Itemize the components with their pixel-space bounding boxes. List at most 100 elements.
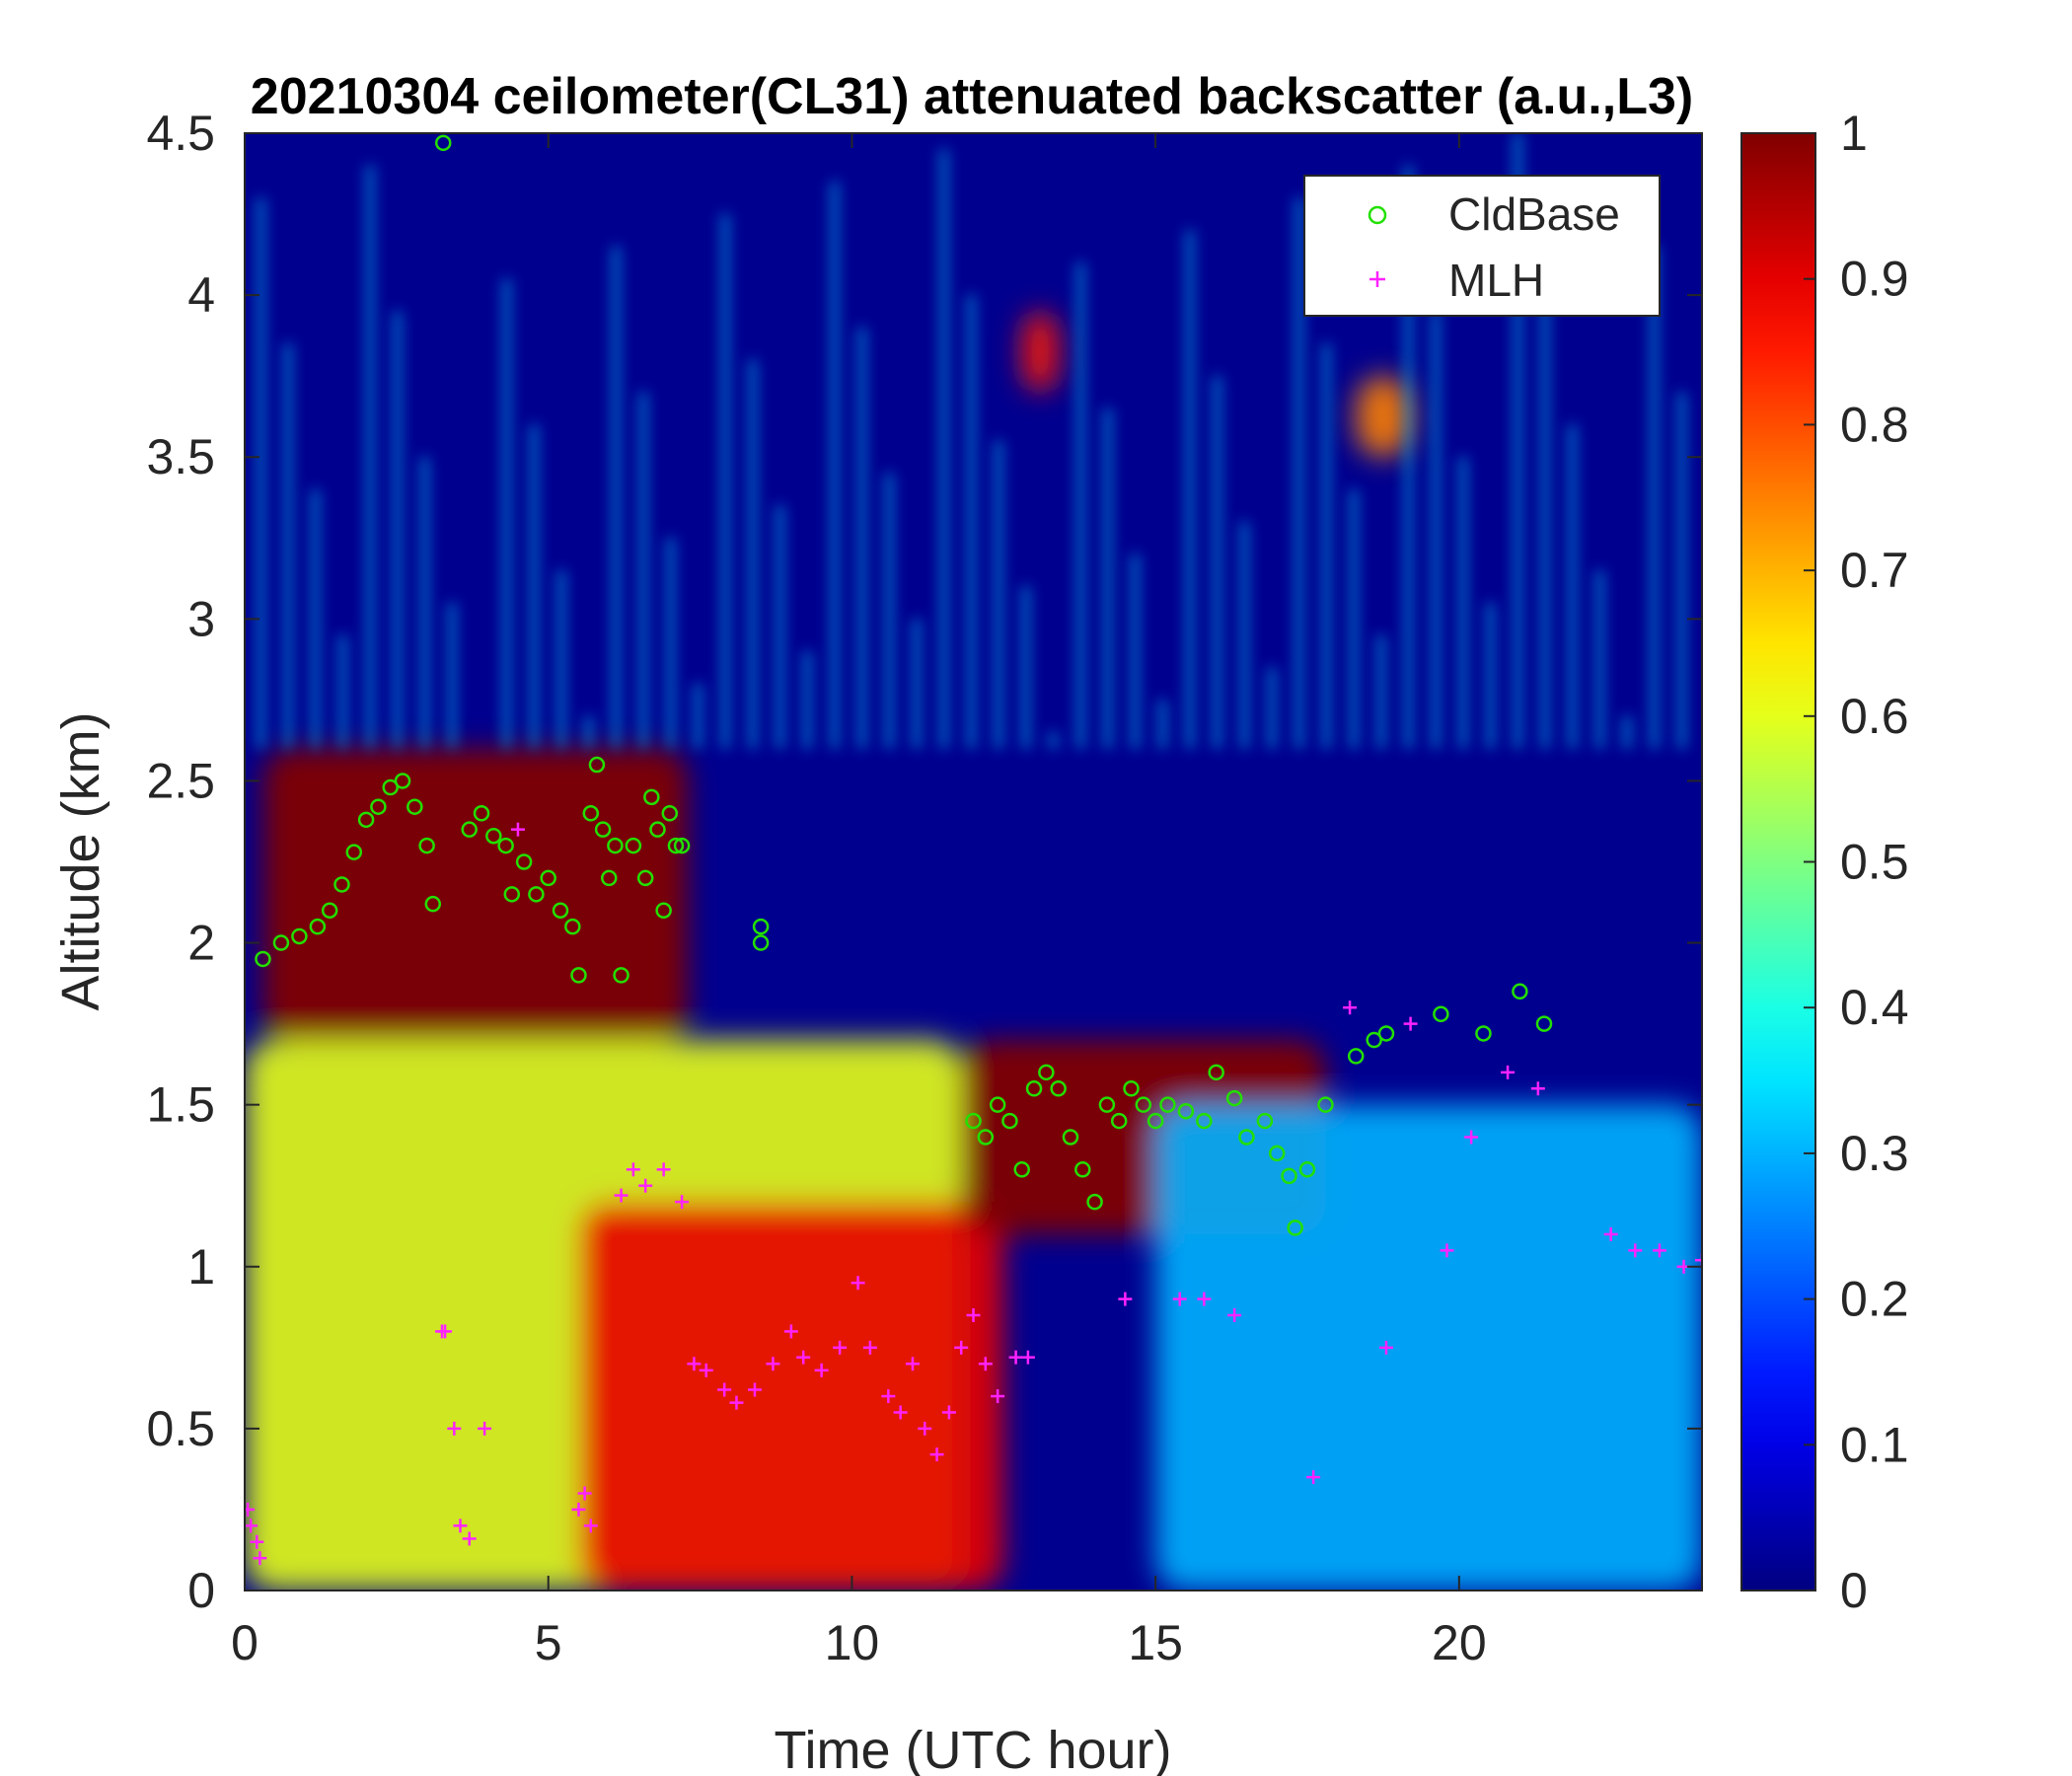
mlh-point xyxy=(851,1276,865,1291)
colorbar-tick-label: 0.5 xyxy=(1840,835,1909,890)
cldbase-point xyxy=(1098,1096,1116,1113)
mlh-point xyxy=(614,1188,629,1203)
cldbase-point xyxy=(540,869,556,887)
heatmap-streak xyxy=(694,683,703,749)
mlh-point xyxy=(675,1195,690,1210)
heatmap-streak xyxy=(1677,392,1686,749)
x-tick-label: 20 xyxy=(1432,1615,1487,1670)
cldbase-point xyxy=(588,756,606,774)
cldbase-point xyxy=(1062,1129,1079,1146)
y-tick-label: 0.5 xyxy=(146,1401,215,1456)
x-tick-label: 15 xyxy=(1128,1615,1183,1670)
heatmap-streak xyxy=(885,473,894,749)
cldbase-point xyxy=(1317,1096,1334,1113)
mlh-point xyxy=(1695,1253,1702,1268)
mlh-point xyxy=(571,1502,586,1517)
x-axis: 0 5 10 15 20 xyxy=(231,133,1487,1670)
x-axis-label: Time (UTC hour) xyxy=(774,1721,1171,1776)
mlh-point xyxy=(1603,1226,1618,1241)
cldbase-point xyxy=(977,1129,995,1146)
y-tick-label: 1.5 xyxy=(146,1077,215,1133)
colorbar-tick-label: 0.4 xyxy=(1840,980,1909,1035)
cldbase-point xyxy=(564,918,581,935)
cldbase-point xyxy=(582,805,600,822)
mlh-point xyxy=(245,1502,256,1517)
cldbase-point xyxy=(1110,1112,1128,1130)
heatmap-streak xyxy=(803,651,812,749)
mlh-point xyxy=(478,1421,492,1436)
cldbase-point xyxy=(1147,1112,1164,1130)
cldbase-point xyxy=(309,918,327,935)
mlh-point xyxy=(1652,1243,1666,1258)
heatmap-streak xyxy=(393,311,402,749)
colorbar-tick-label: 1 xyxy=(1840,106,1868,161)
cldbase-point xyxy=(667,837,685,854)
heatmap-streak xyxy=(1185,230,1194,749)
series-cldbase xyxy=(255,134,1553,1236)
cldbase-point xyxy=(1433,1005,1449,1023)
legend-cldbase-label: CldBase xyxy=(1448,188,1620,240)
cldbase-point xyxy=(601,869,618,887)
mlh-point xyxy=(1343,1000,1358,1015)
colorbar-tick-label: 0.3 xyxy=(1840,1126,1909,1181)
cldbase-point xyxy=(1475,1025,1492,1042)
mlh-point xyxy=(577,1486,592,1501)
cldbase-point xyxy=(1196,1112,1213,1130)
heatmap-streak xyxy=(666,538,675,749)
y-tick-label: 1 xyxy=(187,1239,215,1295)
heatmap-streak xyxy=(448,602,457,749)
heatmap-streak xyxy=(748,359,757,749)
chart-title: 20210304 ceilometer(CL31) attenuated bac… xyxy=(251,68,1693,125)
mlh-point xyxy=(510,822,525,837)
cldbase-point xyxy=(424,895,442,913)
cldbase-point xyxy=(333,876,350,893)
cldbase-point xyxy=(570,967,587,984)
series-mlh xyxy=(245,822,1702,1566)
cldbase-point xyxy=(255,950,271,968)
mlh-point xyxy=(905,1357,920,1371)
heatmap-streak xyxy=(1322,343,1331,749)
cldbase-point xyxy=(1050,1080,1067,1097)
mlh-point xyxy=(699,1363,713,1377)
mlh-point xyxy=(954,1340,969,1355)
mlh-point xyxy=(1501,1065,1516,1079)
cldbase-point xyxy=(1535,1015,1553,1032)
heatmap-region-1 xyxy=(578,1202,1004,1591)
cldbase-point xyxy=(434,134,452,152)
heatmap-streak xyxy=(967,295,976,749)
heatmap-streak xyxy=(420,457,429,749)
legend-cldbase-marker xyxy=(1368,205,1387,225)
cldbase-point xyxy=(1123,1080,1140,1097)
colorbar-tick-label: 0 xyxy=(1840,1563,1868,1618)
mlh-point xyxy=(638,1178,653,1193)
heatmap-streak xyxy=(1049,732,1058,749)
heatmap-streak xyxy=(1650,246,1659,749)
mlh-point xyxy=(783,1324,798,1339)
cldbase-point xyxy=(607,837,624,854)
cldbase-point xyxy=(989,1096,1006,1113)
mlh-point xyxy=(893,1405,908,1420)
legend: CldBase MLH xyxy=(1303,175,1661,317)
cldbase-point xyxy=(636,869,654,887)
heatmap-streak xyxy=(257,197,265,749)
mlh-point xyxy=(729,1395,744,1410)
heatmap-streak xyxy=(1103,407,1112,749)
cldbase-point xyxy=(1287,1220,1303,1236)
cldbase-point xyxy=(473,805,490,822)
mlh-point xyxy=(881,1389,896,1404)
heatmap-streak xyxy=(612,246,621,749)
cldbase-point xyxy=(1238,1129,1255,1146)
cldbase-point xyxy=(461,821,478,838)
mlh-point xyxy=(766,1357,780,1371)
y-tick-label: 3 xyxy=(187,591,215,646)
cldbase-point xyxy=(1013,1161,1030,1178)
mlh-point xyxy=(687,1357,702,1371)
heatmap-streak xyxy=(1540,278,1549,749)
mlh-point xyxy=(253,1551,267,1566)
cldbase-point xyxy=(528,886,545,903)
y-axis-label: Altitude (km) xyxy=(51,711,111,1010)
cldbase-point xyxy=(1256,1112,1274,1130)
y-tick-label: 2.5 xyxy=(146,753,215,808)
x-tick-label: 5 xyxy=(535,1615,562,1670)
mlh-point xyxy=(1227,1308,1242,1323)
